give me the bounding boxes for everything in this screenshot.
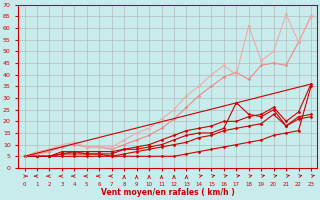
X-axis label: Vent moyen/en rafales ( km/h ): Vent moyen/en rafales ( km/h ) bbox=[101, 188, 235, 197]
